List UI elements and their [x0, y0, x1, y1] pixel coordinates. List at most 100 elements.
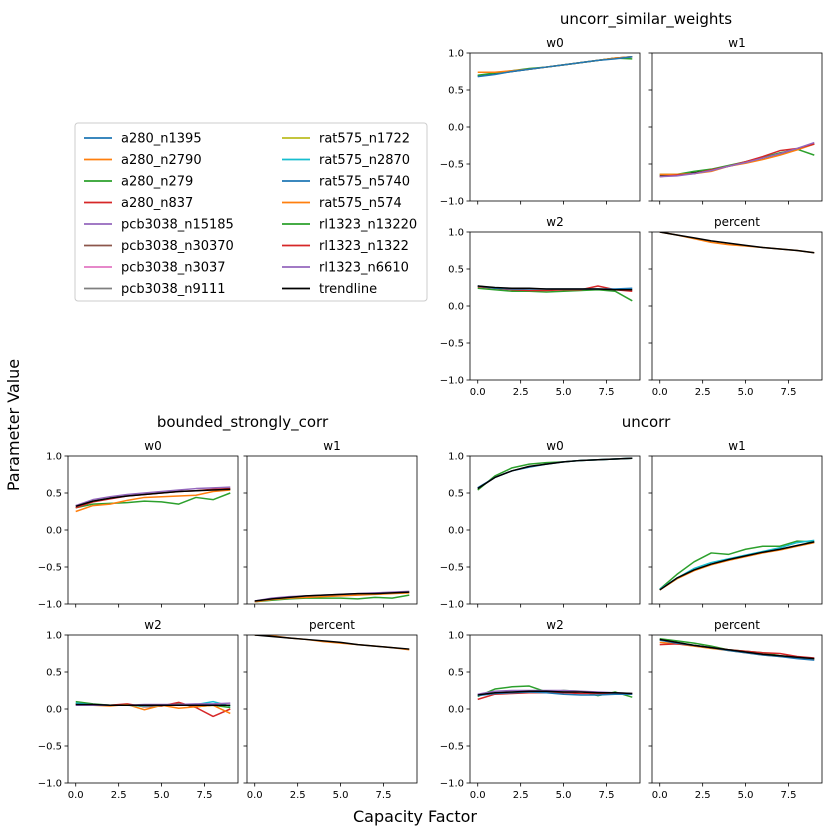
panel-title: percent: [714, 618, 760, 632]
panel-w0: w0 −1.0 −0.5 0.0 0.5 1.0: [440, 36, 641, 208]
legend-item: rl1323_n13220: [282, 218, 417, 233]
x-tick-label: 2.5: [513, 387, 529, 398]
series-lines: [659, 141, 815, 178]
series-line-trendline: [254, 635, 410, 650]
series-line-trendline: [75, 703, 231, 707]
panel-title: w0: [546, 439, 563, 453]
series-line-a280-n279: [75, 492, 231, 509]
series-lines: [659, 637, 815, 661]
x-tick-label: 0.0: [247, 790, 263, 801]
y-tick-label: 0.0: [448, 705, 464, 716]
group-uncorr-similar-weights: uncorr_similar_weights w0 −1.0 −0.5 0.0 0.5 1.…: [440, 10, 823, 398]
legend-label: pcb3038_n30370: [121, 239, 234, 254]
panel-w1: w1: [243, 439, 418, 608]
y-tick-label: 0.0: [448, 123, 464, 134]
y-tick-label: 0.5: [448, 265, 464, 276]
x-tick-label: 7.5: [781, 387, 797, 398]
series-lines: [659, 539, 815, 591]
series-lines: [477, 285, 633, 302]
legend-item: rat575_n1722: [282, 132, 410, 147]
y-tick-label: 0.5: [46, 489, 62, 500]
series-line-trendline: [477, 457, 633, 490]
y-tick-label: −1.0: [440, 779, 464, 790]
legend-item: pcb3038_n15185: [84, 218, 234, 233]
axes-frame: [246, 455, 418, 605]
legend-item: a280_n837: [84, 196, 193, 211]
series-lines: [477, 685, 633, 701]
legend-label: rl1323_n13220: [319, 218, 417, 233]
y-tick-label: 0.5: [46, 668, 62, 679]
group-title: uncorr: [622, 413, 671, 431]
series-line-a280-n2790: [659, 541, 815, 591]
axes-frame: [469, 455, 641, 605]
panel-title: w2: [144, 618, 161, 632]
series-lines: [254, 590, 410, 603]
series-line-rl1323-n1322: [659, 143, 815, 178]
y-tick-label: 0.0: [448, 302, 464, 313]
panel-percent: percent 0.0 2.5 5.0 7.5: [648, 618, 823, 801]
legend-label: rat575_n5740: [319, 175, 410, 190]
series-line-a280-n2790: [75, 489, 231, 513]
panel-title: w1: [728, 36, 745, 50]
axes-frame: [469, 52, 641, 202]
legend-label: rat575_n574: [319, 196, 402, 211]
panel-title: w1: [728, 439, 745, 453]
panel-title: w2: [546, 618, 563, 632]
y-tick-label: 0.0: [46, 526, 62, 537]
panel-title: w0: [546, 36, 563, 50]
legend-item: pcb3038_n3037: [84, 261, 226, 276]
panel-percent: percent 0.0 2.5 5.0 7.5: [243, 618, 418, 801]
plot-area: uncorr_similar_weights w0 −1.0 −0.5 0.0 0.5 1.…: [38, 10, 823, 801]
legend-label: a280_n279: [121, 175, 193, 190]
x-tick-label: 7.5: [197, 790, 213, 801]
y-tick-label: −0.5: [38, 563, 62, 574]
series-lines: [659, 232, 815, 254]
legend-label: rat575_n2870: [319, 153, 410, 168]
x-tick-label: 7.5: [599, 387, 615, 398]
legend-label: pcb3038_n9111: [121, 282, 226, 297]
legend-item: a280_n1395: [84, 132, 202, 147]
series-line-pcb3038-n15185: [659, 141, 815, 178]
group-title: bounded_strongly_corr: [157, 413, 329, 432]
legend-item: pcb3038_n9111: [84, 282, 226, 297]
y-tick-label: 1.0: [46, 631, 62, 642]
legend-item: pcb3038_n30370: [84, 239, 234, 254]
y-tick-label: −1.0: [440, 197, 464, 208]
series-lines: [75, 700, 231, 718]
group-bounded-strongly-corr: bounded_strongly_corr w0 −1.0 −0.5 0.0 0.5 1.0…: [38, 413, 418, 801]
x-tick-label: 0.0: [652, 790, 668, 801]
legend-label: rat575_n1722: [319, 132, 410, 147]
legend-label: trendline: [319, 282, 377, 297]
panel-title: w2: [546, 215, 563, 229]
legend-item: trendline: [282, 282, 377, 297]
y-tick-label: −0.5: [440, 742, 464, 753]
series-lines: [254, 635, 410, 651]
axes-frame: [651, 634, 823, 784]
x-tick-label: 7.5: [781, 790, 797, 801]
x-tick-label: 5.0: [556, 790, 572, 801]
y-axis-label: Parameter Value: [4, 359, 23, 491]
panel-percent: percent 0.0 2.5 5.0 7.5: [648, 215, 823, 398]
axes-frame: [67, 455, 239, 605]
legend: a280_n1395 a280_n2790 a280_n279 a280_n837pc…: [74, 122, 428, 302]
panel-w2: w2 −1.0 −0.5 0.0 0.5 1.0 0.0 2.5 5.0 7.5: [38, 618, 239, 801]
x-tick-label: 5.0: [556, 387, 572, 398]
panel-w2: w2 −1.0 −0.5 0.0 0.5 1.0 0.0 2.5 5.0 7.5: [440, 215, 641, 398]
legend-label: rl1323_n6610: [319, 261, 409, 276]
y-tick-label: −1.0: [38, 600, 62, 611]
group-title: uncorr_similar_weights: [560, 10, 732, 29]
series-line-trendline: [254, 591, 410, 602]
x-tick-label: 5.0: [738, 790, 754, 801]
x-tick-label: 0.0: [470, 387, 486, 398]
panel-title: percent: [714, 215, 760, 229]
y-tick-label: 0.0: [448, 526, 464, 537]
x-axis-label: Capacity Factor: [353, 807, 477, 826]
series-lines: [477, 457, 633, 491]
x-tick-label: 5.0: [154, 790, 170, 801]
legend-label: a280_n837: [121, 196, 193, 211]
series-line-a280-n279: [477, 287, 633, 302]
y-tick-label: 0.5: [448, 86, 464, 97]
y-tick-label: 0.0: [46, 705, 62, 716]
y-tick-label: −0.5: [440, 339, 464, 350]
